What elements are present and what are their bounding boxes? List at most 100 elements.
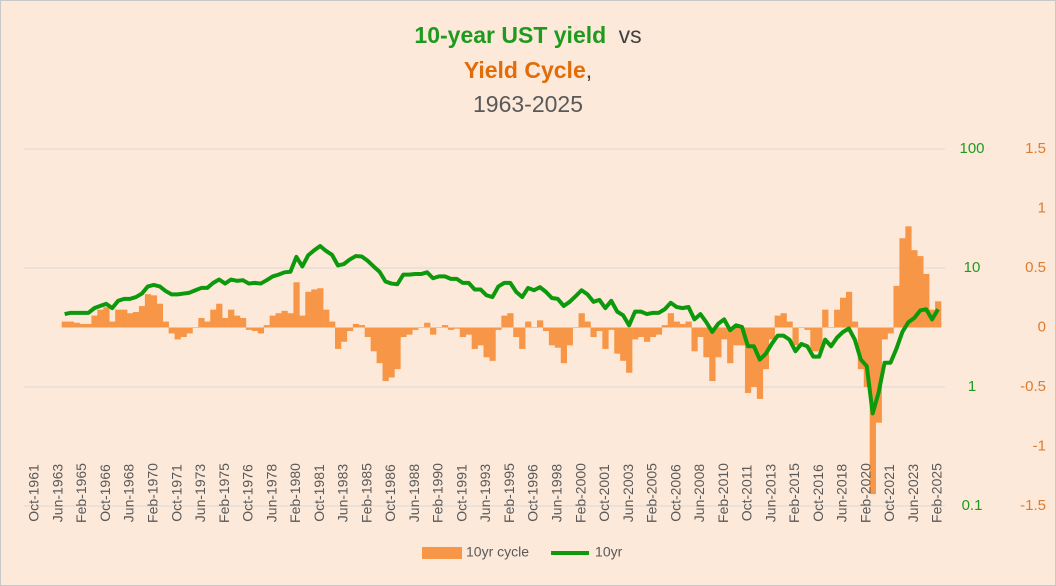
bar — [168, 327, 175, 334]
bar — [263, 325, 270, 328]
y2-tick-label: 0.5 — [1025, 259, 1046, 276]
bar — [406, 327, 413, 335]
x-tick-label: Feb-2015 — [786, 463, 802, 523]
bar — [596, 327, 603, 332]
x-tick-label: Jun-1988 — [406, 464, 422, 523]
bar — [816, 327, 823, 352]
x-tick-label: Jun-2003 — [620, 464, 636, 523]
bar — [875, 327, 882, 423]
x-tick-label: Feb-1990 — [430, 463, 446, 523]
bar — [180, 327, 187, 338]
bar — [513, 327, 520, 338]
bar — [786, 321, 793, 328]
title-part: 1963-2025 — [473, 91, 583, 117]
legend-label: 10yr cycle — [466, 544, 529, 560]
bar — [216, 303, 223, 328]
bar — [210, 309, 217, 328]
bar — [121, 309, 128, 328]
legend-label: 10yr — [595, 544, 623, 560]
bar — [85, 323, 92, 328]
bar — [156, 303, 164, 328]
bar — [138, 306, 146, 328]
bar — [715, 327, 722, 358]
bar — [804, 327, 811, 330]
bar — [911, 250, 918, 328]
bar — [299, 315, 306, 328]
bar — [109, 321, 116, 328]
bar — [721, 327, 728, 340]
line — [64, 244, 940, 416]
x-tick-label: Oct-2011 — [739, 465, 755, 522]
bar — [828, 327, 835, 328]
bar — [293, 282, 300, 328]
bar — [750, 327, 758, 387]
bar — [899, 238, 906, 328]
x-tick-label: Feb-1975 — [216, 463, 232, 523]
bar — [447, 327, 455, 330]
bar — [661, 325, 669, 328]
bar-series — [61, 226, 942, 495]
bar — [744, 327, 752, 393]
bar — [400, 327, 407, 338]
bar — [91, 315, 98, 328]
x-tick-label: Feb-2020 — [857, 463, 873, 523]
bar — [578, 313, 585, 328]
bar — [73, 322, 80, 328]
bar — [358, 325, 366, 328]
x-tick-label: Oct-1966 — [97, 464, 113, 522]
title-part: , — [586, 57, 592, 83]
bar — [430, 327, 437, 335]
bar — [103, 307, 110, 328]
bar — [560, 327, 568, 364]
bar — [590, 327, 597, 338]
bar — [537, 320, 544, 328]
bar — [376, 327, 383, 364]
bar — [251, 327, 259, 332]
bar — [239, 317, 247, 328]
title-part: Yield Cycle — [464, 57, 586, 83]
bar — [364, 327, 371, 338]
x-tick-label: Oct-1996 — [525, 464, 541, 522]
bar — [495, 327, 502, 330]
bar — [893, 285, 900, 328]
bar — [198, 317, 205, 328]
bar — [412, 327, 419, 330]
bar — [204, 321, 211, 328]
bar — [632, 327, 639, 340]
bar — [370, 327, 377, 352]
bar — [317, 288, 324, 328]
bar — [459, 327, 467, 338]
bar — [733, 327, 740, 346]
x-tick-label: Oct-1961 — [26, 464, 42, 522]
bar — [346, 327, 354, 332]
title-line-1: 10-year UST yield vs — [414, 22, 641, 48]
x-tick-label: Jun-1983 — [335, 464, 351, 523]
x-tick-label: Jun-1998 — [548, 464, 564, 523]
bar — [67, 321, 74, 328]
x-tick-label: Jun-2008 — [691, 464, 707, 523]
bar — [709, 327, 716, 382]
bar — [840, 297, 847, 328]
bar — [323, 309, 330, 328]
x-tick-label: Jun-1978 — [263, 464, 279, 523]
bar — [340, 327, 348, 342]
bar — [566, 327, 573, 346]
y-tick-label: 0.1 — [962, 497, 983, 514]
x-tick-label: Oct-2001 — [596, 464, 612, 522]
bar — [548, 327, 556, 346]
y2-tick-label: -1 — [1033, 437, 1046, 454]
bar — [679, 323, 686, 328]
y2-tick-label: 1.5 — [1025, 140, 1046, 157]
x-tick-label: Oct-1986 — [382, 464, 398, 522]
bar — [798, 327, 805, 328]
bar — [441, 325, 449, 328]
bar — [424, 322, 431, 328]
bar — [774, 315, 781, 328]
y2-tick-label: -1.5 — [1020, 497, 1046, 514]
title-part: vs — [619, 22, 642, 48]
y2-tick-label: 0 — [1038, 318, 1046, 335]
bar — [489, 327, 496, 361]
bar — [851, 321, 859, 328]
bar — [780, 313, 787, 328]
